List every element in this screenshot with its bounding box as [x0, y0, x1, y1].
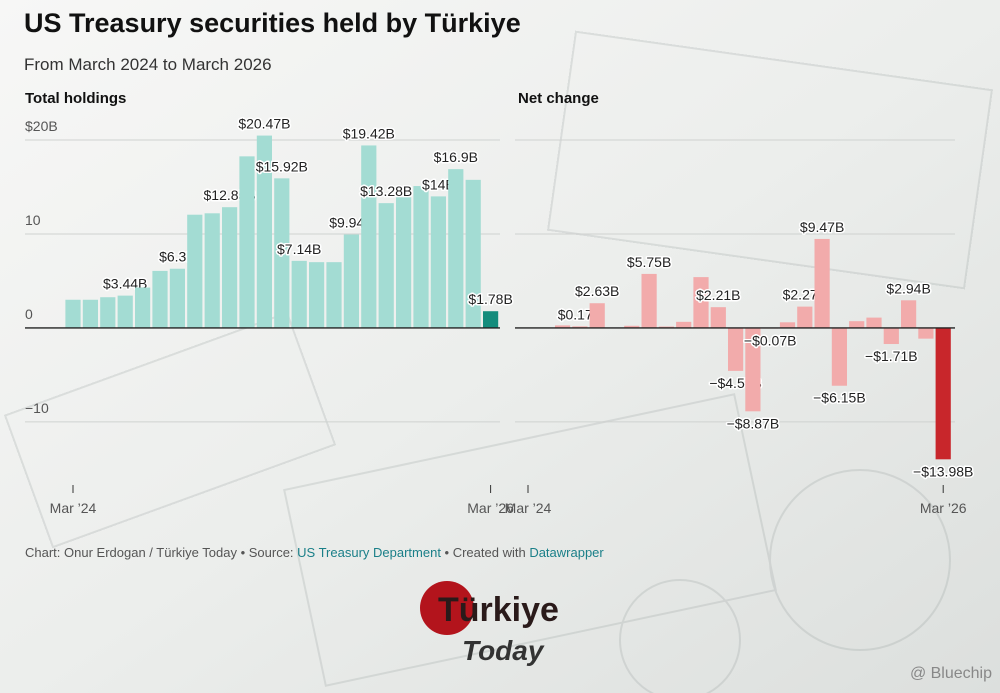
value-label: $14B [422, 176, 455, 192]
bar [745, 327, 761, 412]
logo-name: Türkiye [438, 591, 559, 629]
y-tick-label: 0 [25, 306, 33, 322]
bar [326, 262, 342, 328]
footer-credit: Chart: Onur Erdogan / Türkiye Today • So… [25, 545, 297, 560]
bar [82, 299, 98, 328]
panel-title: Total holdings [25, 90, 126, 107]
footer-middle: • Created with [441, 545, 529, 560]
value-label: −$1.71B [865, 348, 918, 364]
value-label: $15.92B [256, 158, 308, 174]
bar [413, 186, 429, 328]
bar [204, 213, 220, 328]
bar [465, 179, 481, 328]
x-tick-label: Mar ’24 [50, 500, 97, 516]
value-label: −$8.87B [727, 415, 780, 431]
logo: Türkiye Today [420, 581, 559, 666]
bar [693, 277, 709, 328]
value-label: $2.94B [886, 280, 930, 296]
value-label: $13.28B [360, 183, 412, 199]
value-label: $19.42B [343, 125, 395, 141]
value-label: −$0.07B [744, 333, 797, 349]
y-tick-label: 10 [25, 212, 41, 228]
bar [483, 311, 499, 328]
bar [728, 327, 744, 371]
bar [935, 327, 951, 460]
bar [901, 300, 917, 328]
bar [779, 322, 796, 328]
bar [187, 214, 203, 328]
bar [117, 295, 133, 328]
bar [589, 303, 605, 328]
bar [169, 268, 185, 328]
banknote-texture [3, 30, 994, 693]
watermark: @ Bluechip [910, 665, 992, 682]
value-label: $20.47B [238, 116, 290, 132]
value-label: −$6.15B [813, 390, 866, 406]
panel-title: Net change [518, 90, 599, 107]
value-label: $9.47B [800, 219, 844, 235]
x-tick-label: Mar ’26 [467, 500, 514, 516]
bar [239, 156, 255, 328]
bar [291, 260, 307, 328]
footer: Chart: Onur Erdogan / Türkiye Today • So… [25, 545, 604, 560]
bar [918, 327, 934, 339]
bar [222, 207, 238, 328]
value-label: $7.14B [277, 241, 321, 257]
bar [135, 287, 151, 328]
bar [430, 196, 446, 328]
bar [849, 321, 865, 328]
bar [658, 326, 674, 328]
value-label: −$13.98B [913, 463, 973, 479]
bar [396, 197, 412, 328]
y-tick-label: $20B [25, 118, 58, 134]
bar [572, 326, 588, 328]
bar [814, 238, 830, 328]
bar [641, 273, 657, 328]
bar [100, 297, 116, 328]
bar [274, 178, 290, 328]
subtitle: From March 2024 to March 2026 [24, 55, 272, 74]
value-label: $16.9B [434, 149, 478, 165]
bar [152, 270, 168, 328]
bar [256, 135, 272, 328]
bar [361, 145, 377, 328]
y-tick-label: −10 [25, 400, 49, 416]
bar [676, 321, 692, 328]
value-label: $1.78B [468, 291, 512, 307]
bar [866, 317, 882, 328]
x-tick-label: Mar ’24 [505, 500, 552, 516]
value-label: $2.63B [575, 283, 619, 299]
source-link[interactable]: US Treasury Department [297, 545, 441, 560]
title: US Treasury securities held by Türkiye [24, 8, 521, 38]
tool-link[interactable]: Datawrapper [529, 545, 604, 560]
bar [378, 203, 394, 328]
bar [797, 306, 813, 328]
logo-circle [420, 581, 474, 635]
value-label: $5.75B [627, 254, 671, 270]
bar [448, 169, 464, 328]
bar [831, 327, 847, 386]
bar [343, 234, 359, 328]
bar [65, 299, 81, 328]
value-label: $2.21B [696, 287, 740, 303]
bar [883, 327, 899, 345]
logo-tagline: Today [462, 635, 545, 666]
x-tick-label: Mar ’26 [920, 500, 967, 516]
bar [710, 307, 726, 328]
bar [555, 325, 571, 328]
bar [309, 262, 325, 328]
bar [624, 325, 640, 328]
